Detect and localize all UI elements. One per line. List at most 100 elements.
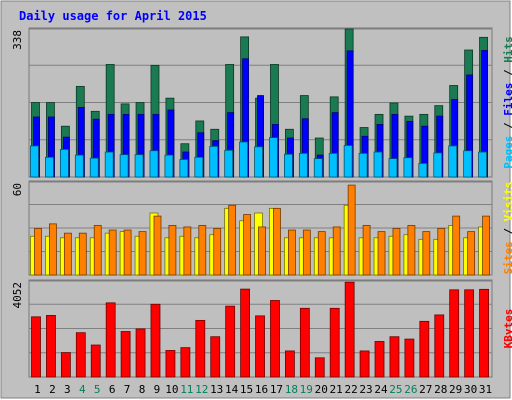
bar-kbytes-day-17	[270, 300, 280, 378]
bar-kbytes-day-11	[180, 347, 191, 378]
x-tick-label: 14	[225, 383, 239, 396]
x-tick-label: 29	[449, 383, 462, 396]
bar-pages-day-12	[194, 156, 204, 178]
bar-sites-day-3	[63, 232, 72, 276]
bar-sites-day-8	[138, 231, 147, 276]
bar-kbytes-day-27	[419, 320, 430, 378]
legend-bottom: KBytes	[502, 309, 512, 349]
bar-sites-day-20	[317, 231, 326, 276]
x-tick-label: 23	[359, 383, 372, 396]
bar-kbytes-day-7	[120, 331, 131, 378]
bar-sites-day-16	[258, 226, 266, 276]
bar-kbytes-day-5	[90, 344, 101, 378]
bar-pages-day-27	[418, 163, 428, 178]
x-tick-label: 10	[165, 383, 178, 396]
bar-pages-day-10	[164, 154, 174, 178]
bar-pages-day-29	[448, 145, 458, 178]
bar-pages-day-2	[45, 156, 54, 178]
x-tick-label: 9	[154, 383, 161, 396]
x-tick-label: 24	[374, 383, 388, 396]
bar-sites-day-5	[93, 224, 102, 276]
bar-sites-day-24	[377, 231, 386, 276]
bar-kbytes-day-30	[464, 289, 475, 378]
bar-pages-day-3	[59, 149, 69, 178]
bar-kbytes-day-25	[389, 336, 400, 378]
legend-entry-kbytes: KBytes	[502, 309, 512, 349]
y-max-label: 338	[11, 30, 24, 50]
bar-kbytes-day-10	[165, 350, 176, 378]
bar-pages-day-20	[313, 158, 323, 178]
x-tick-label: 8	[139, 383, 146, 396]
bar-kbytes-day-16	[255, 315, 265, 378]
legend-middle: Sites / Visits	[502, 182, 512, 275]
x-tick-label: 20	[315, 383, 328, 396]
bar-kbytes-day-3	[60, 352, 71, 378]
bar-kbytes-day-29	[449, 289, 460, 378]
bar-sites-day-17	[273, 207, 281, 276]
y-max-label: 60	[11, 183, 24, 196]
bar-sites-day-14	[228, 204, 237, 276]
bar-kbytes-day-23	[359, 350, 370, 378]
legend-entry-hits: Hits	[502, 36, 512, 63]
bar-kbytes-day-8	[135, 328, 146, 378]
bar-pages-day-6	[104, 151, 114, 178]
bar-kbytes-day-18	[284, 350, 295, 378]
bar-kbytes-day-14	[225, 305, 236, 378]
x-tick-label: 27	[419, 383, 432, 396]
x-tick-label: 19	[300, 383, 313, 396]
chart-title: Daily usage for April 2015	[19, 9, 207, 23]
bar-sites-day-18	[287, 229, 296, 276]
bar-sites-day-4	[78, 232, 87, 276]
bar-pages-day-4	[74, 154, 84, 178]
panel-hits-files-pages: 338 Pages / Files / Hits	[11, 27, 512, 178]
bar-pages-day-28	[433, 152, 443, 178]
bar-sites-day-13	[213, 228, 222, 276]
x-tick-label: 18	[285, 383, 298, 396]
bar-sites-day-23	[362, 224, 371, 276]
bar-pages-day-25	[388, 158, 398, 178]
x-tick-label: 11	[180, 383, 193, 396]
x-tick-label: 25	[389, 383, 402, 396]
panel-visits-sites: 60 Sites / Visits	[11, 180, 512, 276]
bar-kbytes-day-28	[434, 314, 445, 378]
bar-sites-day-10	[168, 224, 177, 276]
bar-pages-day-11	[179, 159, 189, 178]
bar-kbytes-day-20	[314, 357, 325, 378]
bar-sites-day-1	[34, 228, 42, 276]
bar-kbytes-day-6	[105, 302, 116, 378]
bar-pages-day-23	[358, 152, 368, 178]
bar-pages-day-14	[224, 149, 234, 178]
bar-pages-day-9	[149, 150, 159, 178]
x-tick-label: 6	[109, 383, 116, 396]
x-tick-label: 16	[255, 383, 268, 396]
bar-pages-day-5	[89, 157, 99, 178]
bar-sites-day-7	[123, 229, 132, 276]
x-tick-label: 31	[479, 383, 492, 396]
bar-kbytes-day-24	[374, 341, 385, 378]
panel-kbytes: 4052 KBytes	[11, 279, 512, 378]
bar-pages-day-21	[328, 152, 338, 178]
bar-sites-day-9	[153, 215, 162, 276]
bar-kbytes-day-4	[75, 332, 86, 378]
bar-sites-day-28	[437, 228, 446, 276]
x-tick-label: 28	[434, 383, 447, 396]
bar-sites-day-2	[49, 223, 57, 276]
bar-pages-day-13	[209, 145, 219, 178]
bar-sites-day-12	[198, 224, 207, 276]
bar-kbytes-day-26	[404, 338, 415, 378]
bar-sites-day-15	[243, 214, 252, 276]
bar-pages-day-15	[239, 141, 249, 178]
bar-kbytes-day-1	[31, 316, 41, 378]
bar-sites-day-26	[407, 224, 416, 276]
x-tick-label: 26	[404, 383, 417, 396]
bar-kbytes-day-22	[344, 281, 355, 378]
bar-pages-day-18	[283, 153, 293, 178]
bar-kbytes-day-9	[150, 303, 161, 378]
legend-top: Pages / Files / Hits	[502, 36, 512, 169]
bar-kbytes-day-12	[195, 319, 206, 378]
y-max-label: 4052	[11, 282, 24, 309]
bar-kbytes-day-2	[46, 314, 56, 378]
bar-sites-day-25	[392, 228, 401, 276]
bar-sites-day-27	[422, 231, 431, 276]
